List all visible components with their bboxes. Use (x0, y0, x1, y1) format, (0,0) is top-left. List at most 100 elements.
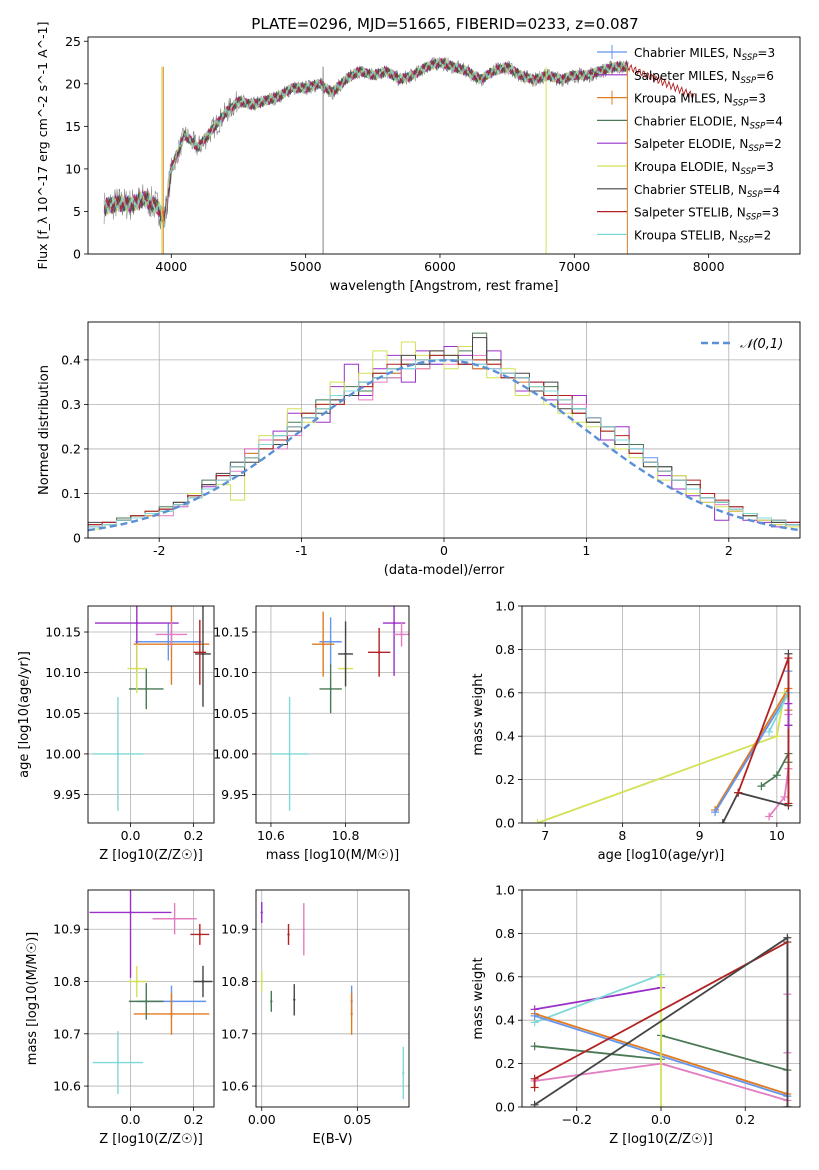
y-tick-label: 0.8 (495, 926, 515, 941)
y-tick-label: 10.00 (213, 746, 249, 761)
massweight-vs-age-axes: 7 8 9 10 0.0 0.2 0.4 0.6 0.8 1.0 (495, 599, 800, 843)
legend-series-name: Kroupa STELIB (634, 228, 721, 242)
y-tick-label: 0.0 (495, 1100, 515, 1115)
legend-nssp-subscript: SSP (746, 213, 762, 223)
y-tick-label: 0.2 (61, 441, 81, 456)
age-vs-mass-frame (255, 605, 410, 824)
legend-label: Salpeter ELODIE, NSSP=2 (634, 137, 782, 154)
legend-nssp-number: 2 (764, 228, 772, 242)
x-tick-label: 8 (618, 828, 626, 843)
legend-nssp-number: 6 (766, 69, 774, 83)
data-point (260, 980, 263, 983)
age-vs-Z-axes: 0.0 0.2 9.95 10.00 10.05 10.10 10.15 (45, 606, 214, 843)
legend-nssp-subscript: SSP (748, 144, 764, 154)
data-point (116, 752, 120, 756)
legend-series-name: Kroupa ELODIE (634, 160, 724, 174)
mass-vs-EBV-frame (255, 889, 410, 1108)
legend-series-name: Salpeter ELODIE (634, 137, 732, 151)
y-tick-label: 0.2 (495, 1056, 515, 1071)
y-tick-label: 10.10 (45, 665, 81, 680)
mass-vs-Z-y-axis-label: mass [log10(M/M☉)] (25, 932, 40, 1065)
data-point (302, 928, 306, 931)
y-tick-label: 0 (73, 531, 81, 546)
y-tick-label: 10.8 (221, 974, 249, 989)
massweight-vs-Z-plot (530, 933, 792, 1107)
data-point (145, 687, 148, 691)
legend-label: Salpeter MILES, NSSP=6 (634, 69, 774, 86)
data-point (288, 752, 291, 756)
model-spectrum-line-7 (103, 57, 629, 223)
mass-weight-line-3 (768, 692, 790, 733)
mass-weight-line-1 (534, 973, 662, 1024)
x-tick-label: 9 (696, 828, 704, 843)
x-tick-label: 5000 (290, 259, 322, 274)
legend-nssp-value: = (757, 46, 767, 60)
mass-weight-line-7 (737, 657, 790, 804)
y-tick-label: 10.05 (45, 706, 81, 721)
x-tick-label: 0.00 (248, 1112, 276, 1127)
data-point (293, 998, 296, 1002)
data-point (270, 1000, 273, 1003)
data-point (198, 933, 202, 936)
y-tick-label: 10.7 (53, 1026, 81, 1041)
legend-nssp-value: = (754, 228, 764, 242)
y-tick-label: 10 (65, 161, 81, 176)
model-tail-line (627, 64, 695, 100)
legend-nssp-prefix: , N (725, 46, 742, 60)
legend-nssp-subscript: SSP (738, 235, 754, 245)
data-point (135, 667, 139, 670)
mass-vs-Z-x-axis-label: Z [log10(Z/Z☉)] (99, 1132, 203, 1147)
y-tick-label: 0.8 (495, 642, 515, 657)
legend-nssp-subscript: SSP (733, 99, 749, 109)
legend-nssp-prefix: , N (729, 206, 746, 220)
model-spectrum-line-8 (103, 57, 629, 229)
legend-series-name: Chabrier MILES (634, 46, 725, 60)
legend-nssp-subscript: SSP (742, 53, 758, 63)
spectrum-frame (87, 36, 801, 255)
data-point (344, 652, 347, 656)
x-tick-label: 0.0 (121, 1112, 141, 1127)
x-tick-label: 7000 (558, 259, 590, 274)
residuals-axes: -2 -1 0 1 2 0 0.1 0.2 0.3 0.4 (61, 322, 800, 558)
massweight-vs-age-y-axis-label: mass weight (471, 673, 486, 755)
legend-series-name: Chabrier ELODIE (634, 114, 733, 128)
mass-vs-Z-axes: 0.0 0.2 10.6 10.7 10.8 10.9 (53, 890, 214, 1127)
y-tick-label: 0.4 (61, 352, 81, 367)
age-vs-Z-x-axis-label: Z [log10(Z/Z☉)] (99, 848, 203, 863)
legend-nssp-subscript: SSP (741, 76, 757, 86)
x-tick-label: 7 (541, 828, 549, 843)
mass-weight-line-4 (760, 753, 790, 787)
legend-label: Kroupa STELIB, NSSP=2 (634, 228, 771, 245)
data-point (392, 621, 396, 625)
legend-series-name: Salpeter MILES (634, 69, 724, 83)
data-point (129, 911, 132, 914)
data-point (167, 640, 170, 643)
legend-nssp-prefix: , N (716, 92, 733, 106)
y-tick-label: 0.4 (495, 1013, 515, 1028)
age-vs-mass-axes: 10.6 10.8 9.95 10.00 10.05 10.10 10.15 (213, 606, 409, 843)
mass-vs-Z-frame (87, 889, 215, 1108)
data-point (201, 980, 205, 983)
legend-nssp-subscript: SSP (747, 190, 763, 200)
data-point (321, 642, 325, 646)
y-tick-label: 0.3 (61, 397, 81, 412)
legend-nssp-number: 4 (775, 114, 783, 128)
legend-nssp-prefix: , N (724, 160, 741, 174)
x-tick-label: 4000 (155, 259, 187, 274)
y-tick-label: 9.95 (53, 787, 81, 802)
massweight-vs-Z-frame (521, 889, 801, 1108)
mass-vs-EBV-axes: 0.00 0.05 10.6 10.7 10.8 10.9 (221, 890, 409, 1127)
data-point (198, 651, 202, 654)
data-point (135, 980, 139, 983)
y-tick-label: 0 (73, 247, 81, 262)
x-tick-label: 8000 (693, 259, 725, 274)
y-tick-label: 10.8 (53, 974, 81, 989)
data-point (400, 633, 403, 636)
spectrum-plot (103, 56, 695, 254)
spectrum-axes: 4000 5000 6000 7000 8000 0 5 10 15 20 25 (65, 34, 725, 274)
y-tick-label: 0.6 (495, 685, 515, 700)
y-tick-label: 0.0 (495, 816, 515, 831)
legend-nssp-prefix: , N (724, 69, 741, 83)
residuals-y-axis-label: Normed distribution (37, 365, 52, 495)
